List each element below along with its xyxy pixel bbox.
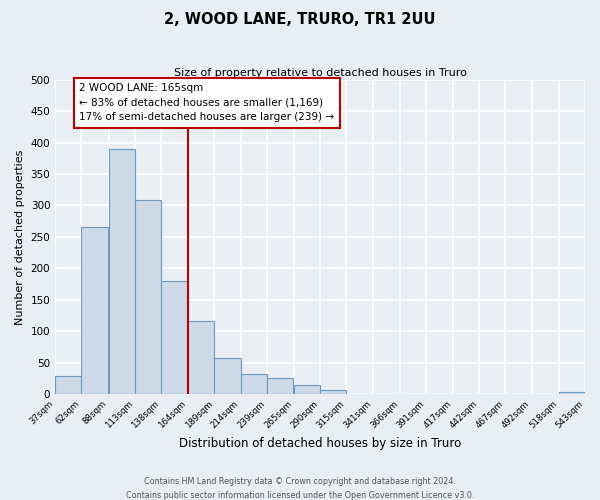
Y-axis label: Number of detached properties: Number of detached properties: [15, 149, 25, 324]
X-axis label: Distribution of detached houses by size in Truro: Distribution of detached houses by size …: [179, 437, 461, 450]
Bar: [320, 390, 346, 394]
Text: 2 WOOD LANE: 165sqm
← 83% of detached houses are smaller (1,169)
17% of semi-det: 2 WOOD LANE: 165sqm ← 83% of detached ho…: [79, 83, 334, 122]
Bar: [82, 227, 107, 394]
Bar: [214, 358, 241, 394]
Title: Size of property relative to detached houses in Truro: Size of property relative to detached ho…: [173, 68, 467, 78]
Bar: [161, 281, 187, 394]
Bar: [266, 378, 293, 394]
Bar: [188, 321, 214, 394]
Bar: [241, 374, 266, 394]
Text: 2, WOOD LANE, TRURO, TR1 2UU: 2, WOOD LANE, TRURO, TR1 2UU: [164, 12, 436, 28]
Bar: [109, 149, 135, 394]
Text: Contains HM Land Registry data © Crown copyright and database right 2024.
Contai: Contains HM Land Registry data © Crown c…: [126, 478, 474, 500]
Bar: [559, 392, 585, 394]
Bar: [55, 376, 82, 394]
Bar: [135, 200, 161, 394]
Bar: [294, 384, 320, 394]
